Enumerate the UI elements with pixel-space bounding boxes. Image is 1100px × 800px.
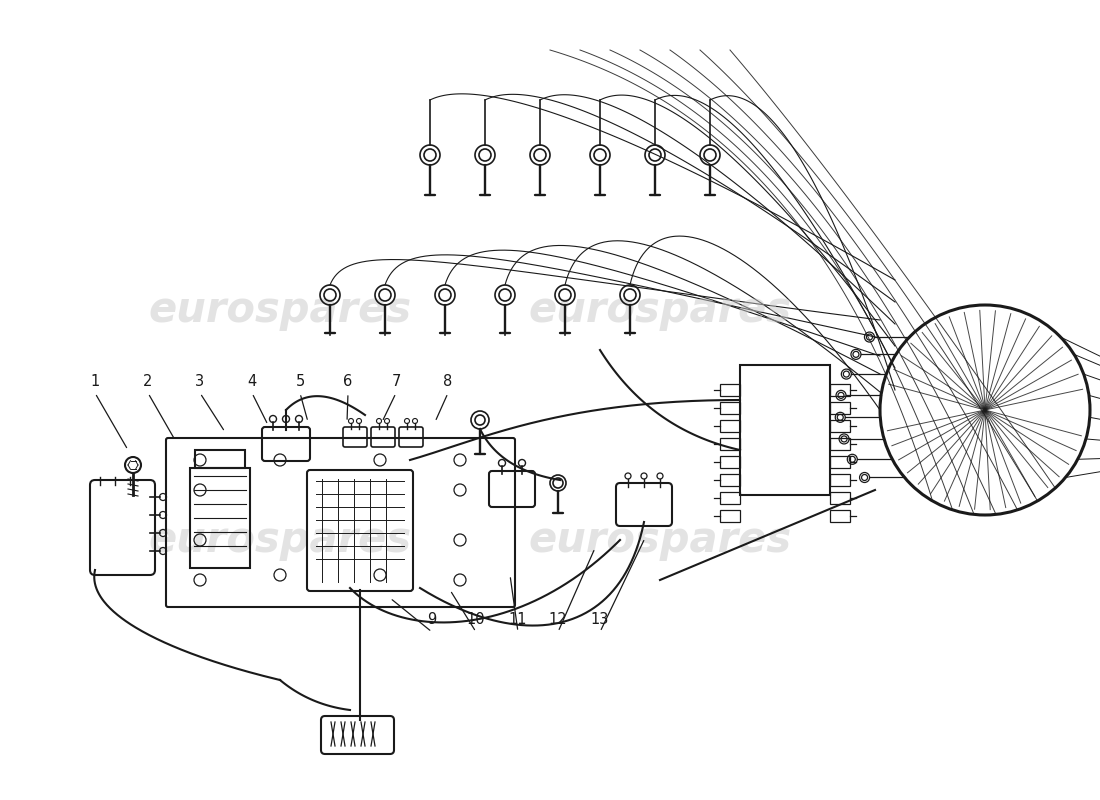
Bar: [720, 474, 740, 486]
Text: 8: 8: [443, 374, 452, 389]
Text: 2: 2: [143, 374, 153, 389]
Text: 5: 5: [296, 374, 305, 389]
Bar: [720, 384, 740, 396]
Text: eurospares: eurospares: [528, 289, 792, 331]
Bar: [830, 456, 850, 468]
Text: 6: 6: [343, 374, 353, 389]
Bar: [830, 384, 850, 396]
Bar: [195, 450, 245, 468]
Text: 7: 7: [392, 374, 400, 389]
Text: eurospares: eurospares: [148, 519, 411, 561]
Text: 4: 4: [248, 374, 256, 389]
Bar: [830, 474, 850, 486]
Text: 3: 3: [196, 374, 205, 389]
Bar: [740, 365, 830, 495]
Bar: [720, 510, 740, 522]
Bar: [720, 420, 740, 432]
Bar: [830, 510, 850, 522]
Bar: [720, 492, 740, 504]
Bar: [190, 468, 250, 568]
Bar: [830, 438, 850, 450]
Text: 1: 1: [90, 374, 100, 389]
Text: 12: 12: [549, 613, 568, 627]
Text: 13: 13: [591, 613, 609, 627]
Bar: [720, 456, 740, 468]
Text: eurospares: eurospares: [528, 519, 792, 561]
Bar: [830, 402, 850, 414]
Bar: [830, 420, 850, 432]
Bar: [720, 438, 740, 450]
Text: eurospares: eurospares: [148, 289, 411, 331]
Bar: [720, 402, 740, 414]
Text: 9: 9: [428, 613, 437, 627]
Text: 10: 10: [466, 613, 485, 627]
Text: 11: 11: [508, 613, 527, 627]
Bar: [830, 492, 850, 504]
